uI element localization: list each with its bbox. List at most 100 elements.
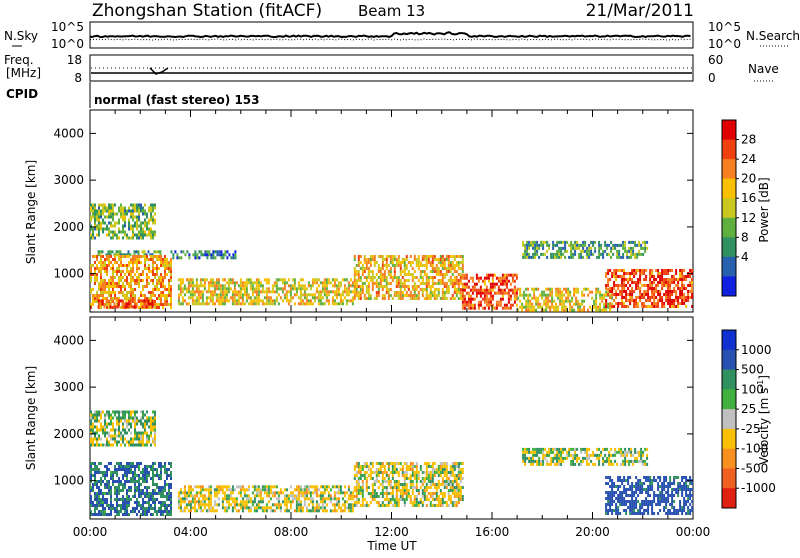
data-cell	[517, 297, 519, 300]
data-cell	[547, 294, 549, 297]
data-cell	[158, 306, 160, 309]
data-cell	[298, 503, 300, 506]
data-cell	[102, 219, 104, 222]
data-cell	[621, 281, 623, 284]
data-cell	[528, 457, 530, 460]
data-cell	[382, 480, 384, 483]
data-cell	[560, 253, 562, 256]
data-cell	[166, 510, 168, 513]
data-cell	[130, 444, 132, 447]
data-cell	[603, 297, 605, 300]
data-cell	[122, 213, 124, 216]
data-cell	[96, 291, 98, 294]
data-cell	[595, 300, 597, 303]
data-cell	[114, 302, 116, 305]
data-cell	[392, 462, 394, 465]
data-cell	[378, 474, 380, 477]
data-cell	[240, 302, 242, 305]
data-cell	[344, 494, 346, 497]
data-cell	[613, 272, 615, 275]
data-cell	[601, 294, 603, 297]
data-cell	[276, 506, 278, 509]
data-cell	[296, 488, 298, 491]
data-cell	[130, 480, 132, 483]
data-cell	[570, 247, 572, 250]
data-cell	[164, 462, 166, 465]
data-cell	[94, 462, 96, 465]
data-cell	[124, 216, 126, 219]
data-cell	[182, 509, 184, 512]
data-cell	[122, 225, 124, 228]
data-cell	[641, 296, 643, 299]
data-cell	[94, 492, 96, 495]
data-cell	[136, 267, 138, 270]
data-cell	[454, 297, 456, 300]
data-cell	[114, 435, 116, 438]
data-cell	[106, 270, 108, 273]
data-cell	[575, 288, 577, 291]
data-cell	[298, 491, 300, 494]
data-cell	[168, 291, 170, 294]
data-cell	[565, 288, 567, 291]
data-cell	[134, 477, 136, 480]
data-cell	[531, 288, 533, 291]
data-cell	[428, 492, 430, 495]
data-cell	[585, 288, 587, 291]
data-cell	[448, 498, 450, 501]
power-ylabel: Slant Range [km]	[24, 160, 38, 264]
data-cell	[691, 278, 693, 281]
data-cell	[484, 292, 486, 295]
data-cell	[170, 465, 172, 468]
data-cell	[218, 488, 220, 491]
data-cell	[432, 285, 434, 288]
data-cell	[264, 509, 266, 512]
data-cell	[592, 253, 594, 256]
data-cell	[144, 305, 146, 308]
data-cell	[482, 289, 484, 292]
data-cell	[102, 291, 104, 294]
data-cell	[386, 492, 388, 495]
data-cell	[484, 280, 486, 283]
data-cell	[340, 293, 342, 296]
data-cell	[657, 302, 659, 305]
data-cell	[166, 468, 168, 471]
data-cell	[238, 299, 240, 302]
data-cell	[338, 488, 340, 491]
data-cell	[272, 494, 274, 497]
data-cell	[547, 306, 549, 309]
data-cell	[526, 253, 528, 256]
data-cell	[304, 293, 306, 296]
data-cell	[442, 492, 444, 495]
data-cell	[130, 210, 132, 213]
data-cell	[278, 302, 280, 305]
data-cell	[280, 287, 282, 290]
data-cell	[466, 277, 468, 280]
data-cell	[210, 256, 212, 259]
data-cell	[316, 506, 318, 509]
data-cell	[170, 300, 172, 303]
data-cell	[556, 256, 558, 259]
data-cell	[318, 494, 320, 497]
data-cell	[582, 256, 584, 259]
data-cell	[416, 288, 418, 291]
data-cell	[100, 302, 102, 305]
data-cell	[106, 234, 108, 237]
data-cell	[192, 278, 194, 281]
data-cell	[392, 474, 394, 477]
data-cell	[506, 304, 508, 307]
data-cell	[576, 247, 578, 250]
data-cell	[482, 298, 484, 301]
data-cell	[246, 497, 248, 500]
data-cell	[98, 282, 100, 285]
data-cell	[579, 303, 581, 306]
data-cell	[266, 290, 268, 293]
data-cell	[236, 290, 238, 293]
data-cell	[360, 492, 362, 495]
data-cell	[460, 297, 462, 300]
data-cell	[440, 279, 442, 282]
data-cell	[304, 485, 306, 488]
data-cell	[512, 274, 514, 277]
data-cell	[140, 255, 142, 258]
data-cell	[122, 468, 124, 471]
